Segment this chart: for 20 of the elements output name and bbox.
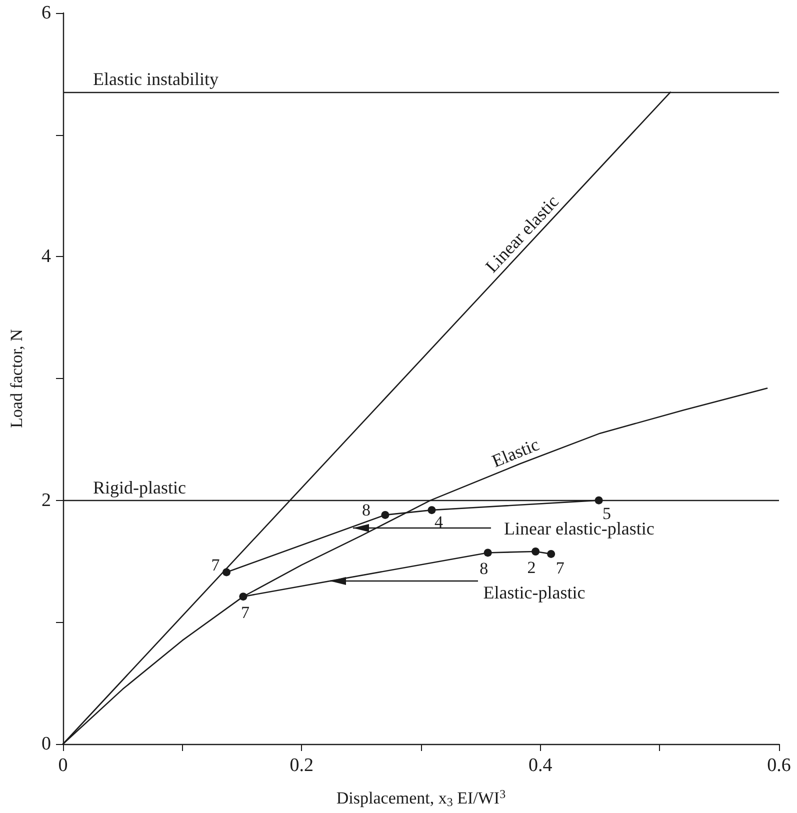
text: Elastic (489, 434, 542, 472)
ref-line-label: Elastic instability (93, 69, 218, 90)
x-tick-label: 0.6 (767, 755, 791, 776)
y-tick-label: 4 (42, 246, 52, 268)
annotation: 8 (480, 559, 488, 578)
annotation: 8 (362, 500, 370, 520)
annotation: Elastic-plastic (483, 582, 586, 603)
annotation: 7 (240, 603, 250, 622)
annotation: 4 (434, 512, 444, 532)
annotation: 7 (556, 558, 565, 578)
y-tick-label: 2 (42, 490, 51, 511)
y-tick-label: 0 (42, 734, 51, 754)
y-tick-label: 6 (42, 2, 51, 24)
x-tick-label: 0 (58, 755, 68, 776)
x-tick-label: 0.4 (528, 755, 553, 776)
y-axis-title: Load factor, N (7, 329, 26, 428)
x-tick-label: 0.2 (290, 755, 314, 776)
annotation: 7 (211, 556, 220, 575)
annotation: 2 (527, 558, 536, 578)
ref-line-label: Rigid-plastic (93, 477, 186, 498)
